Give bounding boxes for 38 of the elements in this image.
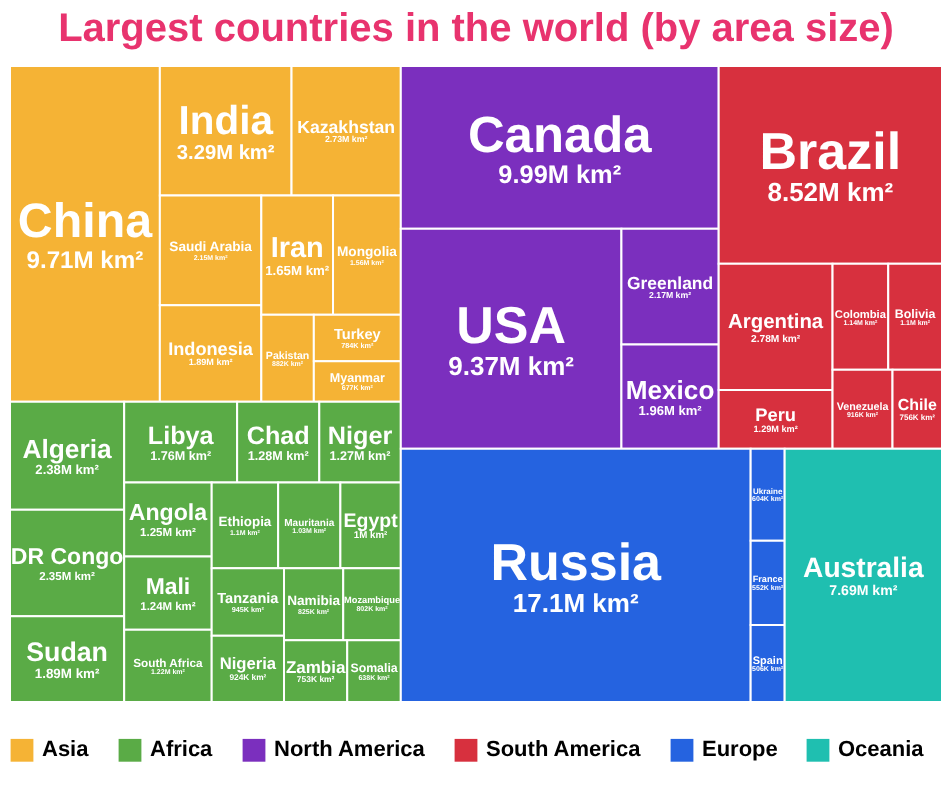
category-label: China: [17, 194, 154, 249]
category-label: Mali: [145, 575, 191, 600]
category-label: DR Congo: [10, 545, 124, 570]
category-label: Australia: [803, 551, 924, 584]
category-label: Brazil: [759, 121, 902, 182]
data-label: 17.1M km²: [512, 588, 640, 618]
data-label: 9.99M km²: [498, 159, 622, 190]
legend-label: Europe: [702, 738, 778, 763]
legend-label: South America: [486, 738, 643, 763]
data-label: 8.52M km²: [767, 177, 895, 208]
category-label: Angola: [128, 502, 209, 527]
category-label: Indonesia: [168, 339, 255, 360]
category-label: Libya: [147, 422, 216, 451]
legend-label: Africa: [150, 738, 215, 763]
category-label: Peru: [755, 405, 796, 426]
category-label: Algeria: [22, 433, 114, 464]
text: Largest countries in the world (by area size): [58, 7, 894, 51]
category-label: Egypt: [343, 510, 400, 533]
category-label: Greenland: [627, 272, 714, 293]
category-label: Russia: [490, 531, 663, 592]
data-label: 3.29M km²: [176, 142, 276, 165]
category-label: USA: [456, 295, 567, 356]
data-label: 9.37M km²: [448, 351, 576, 382]
legend-label: Oceania: [838, 738, 926, 763]
category-label: Sudan: [26, 637, 108, 668]
category-label: Zambia: [285, 657, 346, 678]
category-label: Kazakhstan: [297, 116, 396, 137]
category-label: Niger: [327, 422, 393, 451]
category-label: Argentina: [728, 312, 824, 335]
legend-label: North America: [274, 738, 427, 763]
category-label: Canada: [467, 107, 654, 164]
legend-label: Asia: [42, 738, 91, 763]
category-label: India: [178, 99, 275, 144]
data-label: 9.71M km²: [26, 246, 144, 275]
category-label: Nigeria: [219, 653, 277, 674]
category-label: Iran: [270, 233, 324, 266]
category-label: Mexico: [625, 374, 715, 405]
category-label: Chad: [246, 422, 310, 451]
